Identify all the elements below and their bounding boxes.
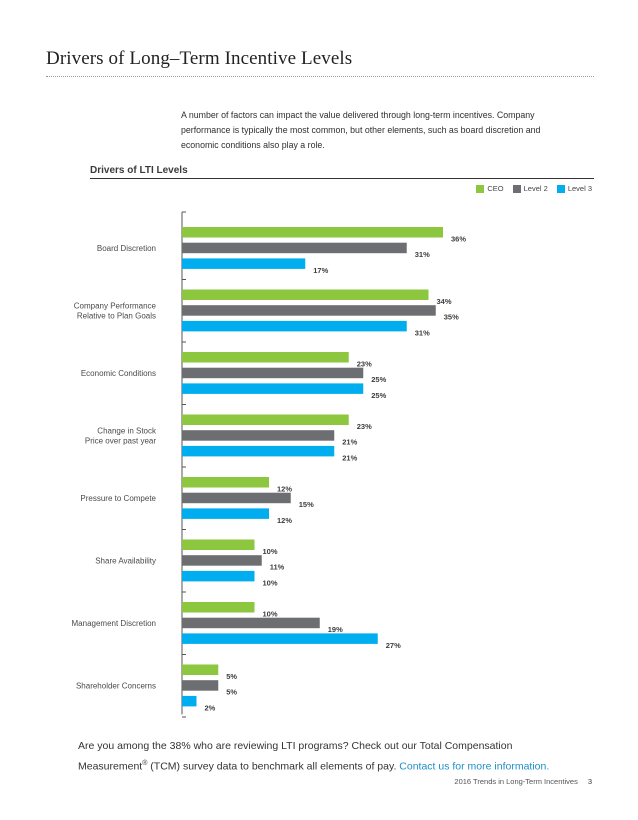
chart-title: Drivers of LTI Levels (90, 165, 188, 176)
chart-legend: CEO Level 2 Level 3 (476, 184, 592, 193)
bar-ceo (182, 602, 255, 613)
bar-level-2 (182, 242, 407, 254)
legend-swatch-ceo (476, 184, 485, 193)
data-label: 23% (357, 360, 372, 369)
legend-swatch-level-2 (512, 184, 521, 193)
bar-level-3 (182, 508, 269, 519)
bar-level-3 (182, 633, 378, 644)
category-label-line: Change in Stock (97, 426, 157, 435)
data-label: 23% (357, 422, 372, 431)
bar-level-3 (182, 383, 364, 394)
bar-ceo (182, 227, 443, 238)
bar-level-2 (182, 367, 364, 379)
page-number: 3 (587, 777, 592, 786)
category-label-line: Pressure to Compete (80, 494, 156, 503)
bar-ceo (182, 664, 219, 675)
legend-item-level-3: Level 3 (556, 184, 592, 193)
category-label: Share Availability (95, 556, 156, 565)
bar-ceo (182, 414, 349, 425)
page-title: Drivers of Long–Term Incentive Levels (46, 48, 353, 69)
contact-link[interactable]: Contact us for more information. (399, 760, 550, 773)
bar-level-3 (182, 258, 306, 269)
page-footer: 2016 Trends in Long-Term Incentives 3 (454, 777, 592, 786)
data-label: 10% (263, 547, 278, 556)
bar-ceo (182, 289, 429, 300)
footer-callout: Are you among the 38% who are reviewing … (78, 738, 578, 776)
bar-level-3 (182, 445, 335, 457)
category-label-line: Relative to Plan Goals (77, 311, 156, 320)
data-label: 5% (226, 672, 237, 681)
data-label: 11% (270, 563, 285, 572)
legend-label-ceo: CEO (487, 184, 504, 193)
category-label-line: Share Availability (95, 556, 156, 565)
data-label: 15% (299, 500, 314, 509)
bar-level-3 (182, 320, 407, 332)
category-label: Management Discretion (72, 619, 156, 628)
bar-ceo (182, 352, 349, 363)
chart-title-rule (90, 178, 594, 179)
footer-text-1: Are you among the 38% who are reviewing … (78, 740, 513, 773)
category-label: Pressure to Compete (80, 494, 156, 503)
category-label: Change in Stock Price over past year (85, 426, 157, 445)
legend-item-ceo: CEO (476, 184, 504, 193)
legend-label-level-3: Level 3 (567, 184, 592, 193)
registered-mark: ® (142, 760, 148, 767)
bar-level-2 (182, 305, 436, 316)
footer-document-title: 2016 Trends in Long-Term Incentives (454, 777, 578, 786)
data-label: 21% (342, 453, 357, 462)
data-label: 35% (444, 313, 459, 322)
lti-drivers-bar-chart: Board Discretion 36% 31% 17% Company Perform… (72, 211, 466, 718)
data-label: 10% (263, 610, 278, 619)
bar-level-2 (182, 555, 262, 566)
data-label: 12% (277, 516, 292, 525)
data-label: 31% (415, 328, 430, 337)
bar-level-2 (182, 430, 335, 441)
data-label: 19% (328, 625, 343, 634)
legend-label-level-2: Level 2 (523, 184, 548, 193)
category-label-line: Management Discretion (72, 619, 156, 628)
legend-swatch-level-3 (556, 184, 565, 193)
data-label: 27% (386, 641, 401, 650)
category-label-line: Company Performance (74, 301, 157, 310)
bar-ceo (182, 477, 269, 488)
data-label: 31% (415, 250, 430, 259)
title-divider (46, 76, 594, 77)
category-label-line: Shareholder Concerns (76, 681, 156, 690)
data-label: 5% (226, 688, 237, 697)
bar-level-2 (182, 492, 291, 504)
category-label-line: Board Discretion (97, 244, 156, 253)
data-label: 12% (277, 485, 292, 494)
data-label: 21% (342, 438, 357, 447)
data-label: 17% (313, 266, 328, 275)
bar-level-2 (182, 680, 219, 691)
category-label: Company Performance Relative to Plan Goal… (74, 301, 157, 320)
data-label: 25% (371, 391, 386, 400)
data-label: 34% (437, 297, 452, 306)
legend-item-level-2: Level 2 (512, 184, 548, 193)
category-label: Shareholder Concerns (76, 681, 156, 690)
bar-ceo (182, 539, 255, 550)
bar-level-2 (182, 617, 320, 629)
intro-paragraph: A number of factors can impact the value… (181, 110, 541, 150)
bar-level-3 (182, 695, 197, 707)
data-label: 36% (451, 235, 466, 244)
category-label-line: Economic Conditions (81, 369, 156, 378)
bar-level-3 (182, 570, 255, 582)
data-label: 25% (371, 375, 386, 384)
category-label-line: Price over past year (85, 436, 156, 445)
data-label: 10% (263, 578, 278, 587)
category-label: Board Discretion (97, 244, 156, 253)
data-label: 2% (205, 703, 216, 712)
category-label: Economic Conditions (81, 369, 156, 378)
footer-text-2: (TCM) survey data to benchmark all eleme… (147, 760, 400, 773)
